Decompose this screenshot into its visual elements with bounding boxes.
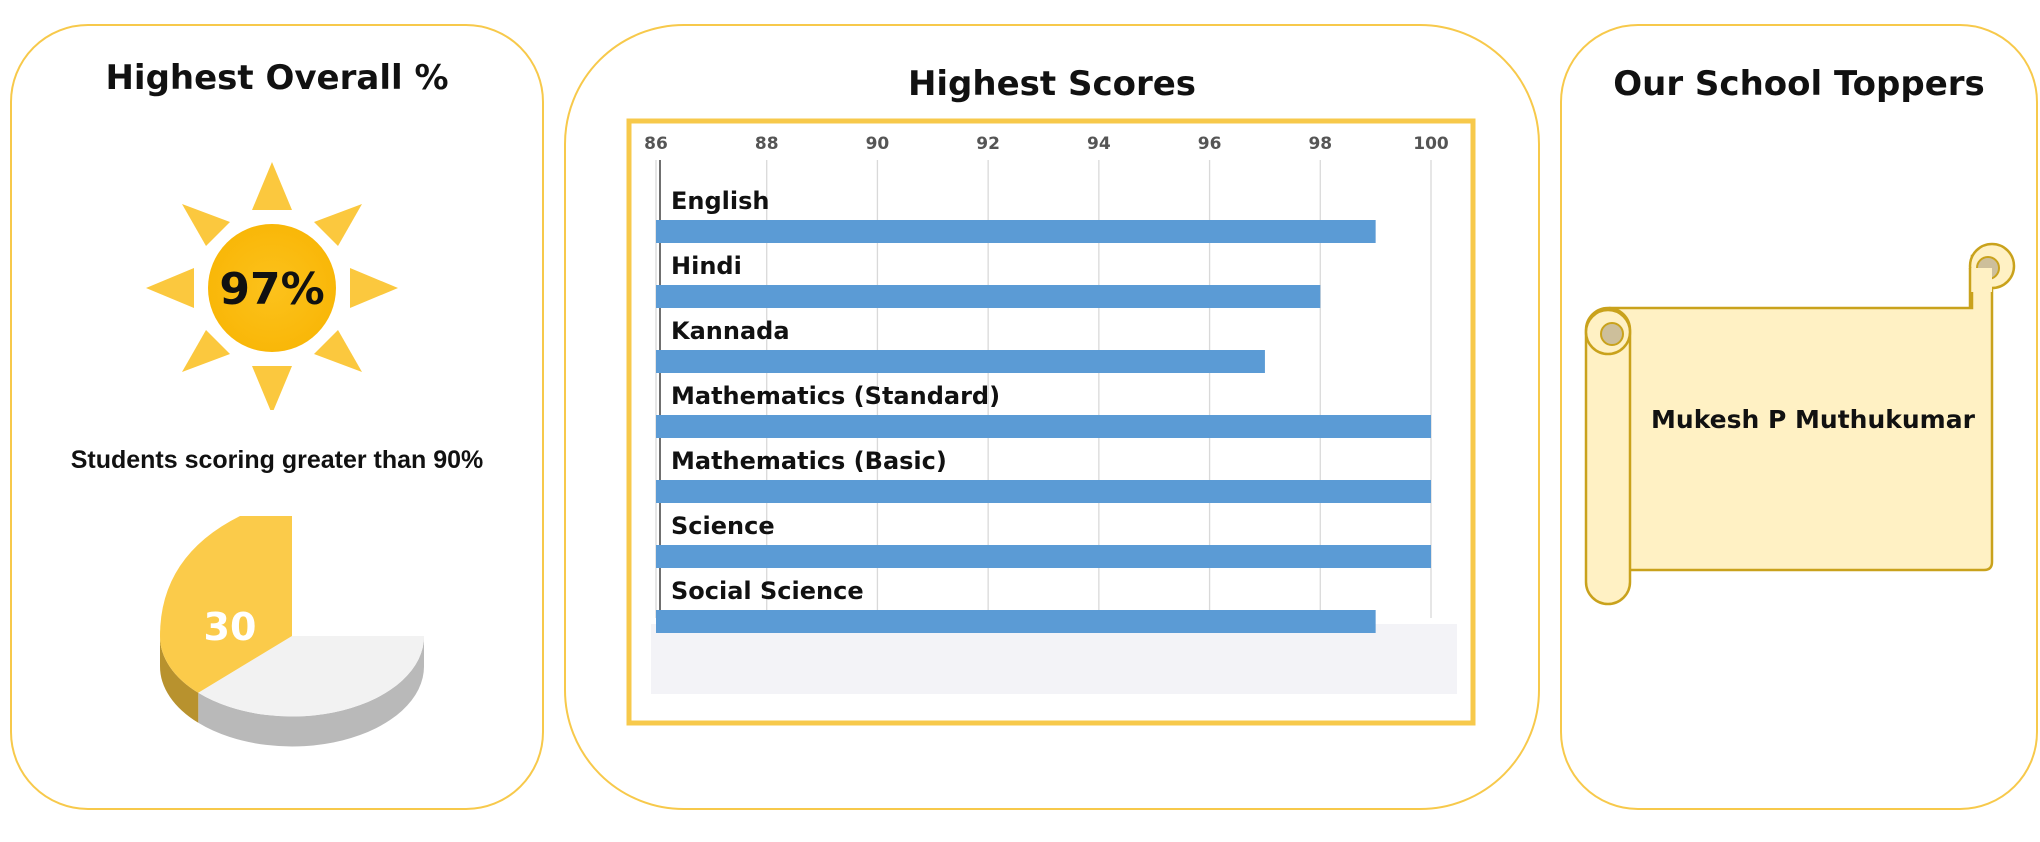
bar — [656, 545, 1431, 568]
category-label: Hindi — [671, 252, 742, 280]
x-tick-label: 92 — [976, 134, 1000, 154]
bar — [656, 480, 1431, 503]
bar — [656, 285, 1321, 308]
bar — [656, 350, 1265, 373]
scores-title: Highest Scores — [907, 64, 1197, 104]
pie-slice-top — [160, 516, 292, 636]
toppers-title: Our School Toppers — [1613, 64, 1985, 104]
pie-rest-side — [198, 636, 425, 747]
toppers-panel: Our School Toppers Mukesh P Muthukumar — [1560, 24, 2038, 810]
scores-panel: Highest Scores 86 88 90 92 94 96 98 100 English H… — [564, 24, 1540, 810]
category-label: English — [671, 187, 769, 215]
x-tick-label: 90 — [866, 134, 890, 154]
overall-title: Highest Overall % — [105, 58, 449, 98]
overall-panel: Highest Overall % 97% Students scoring g… — [10, 24, 544, 810]
pie-subtitle: Students scoring greater than 90% — [70, 446, 484, 474]
chart-footer-area — [651, 624, 1457, 694]
bar — [656, 610, 1376, 633]
bar — [656, 220, 1376, 243]
x-tick-label: 98 — [1308, 134, 1332, 154]
category-label: Social Science — [671, 577, 864, 605]
topper-name: Mukesh P Muthukumar — [1651, 405, 1976, 434]
category-label: Mathematics (Standard) — [671, 382, 1000, 410]
students-pie-chart: 30 — [159, 516, 425, 747]
x-tick-label: 86 — [644, 134, 668, 154]
x-tick-label: 100 — [1413, 134, 1449, 154]
category-label: Mathematics (Basic) — [671, 447, 947, 475]
scroll-banner-icon: Mukesh P Muthukumar — [1584, 242, 2016, 606]
pie-slice-side — [159, 636, 199, 723]
category-label: Kannada — [671, 317, 790, 345]
x-tick-label: 94 — [1087, 134, 1111, 154]
sun-icon: 97% — [146, 162, 398, 410]
pie-rest-slice — [198, 636, 425, 717]
pie-slice-label: 30 — [204, 605, 257, 649]
overall-value: 97% — [219, 264, 324, 315]
category-label: Science — [671, 512, 775, 540]
x-tick-label: 88 — [755, 134, 779, 154]
highest-scores-chart: 86 88 90 92 94 96 98 100 English Hindi Kannada Math… — [626, 118, 1476, 726]
bar — [656, 415, 1431, 438]
x-tick-label: 96 — [1198, 134, 1222, 154]
